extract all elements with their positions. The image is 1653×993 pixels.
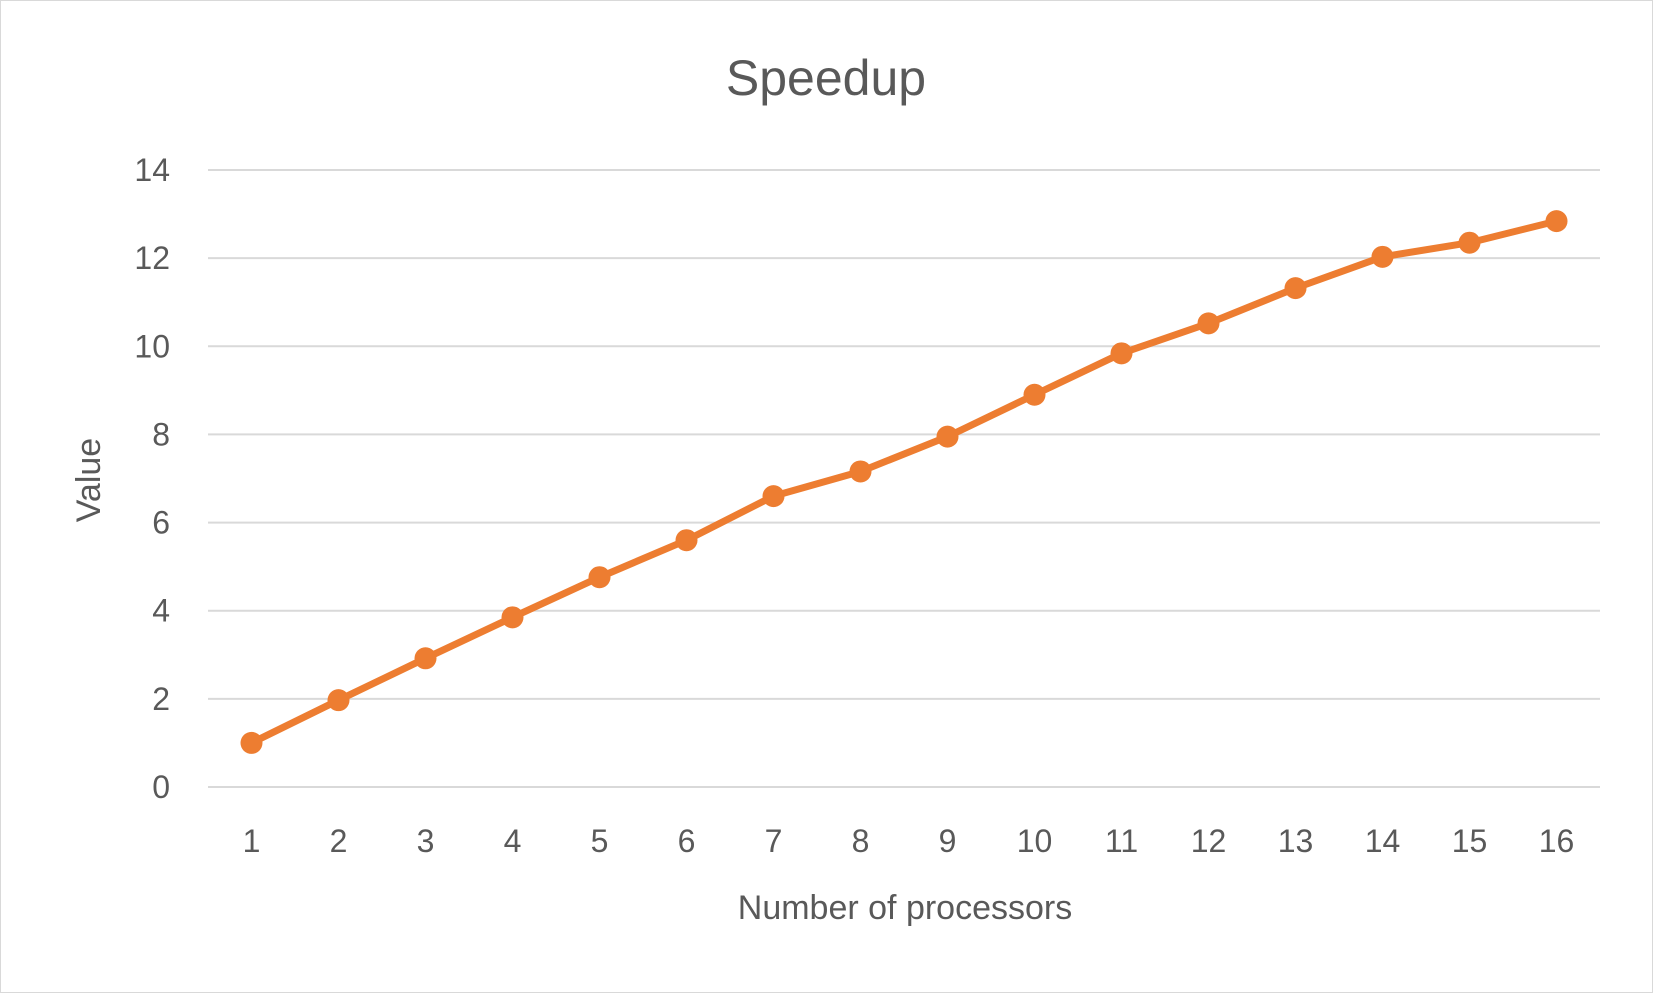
- data-point-2: [327, 689, 350, 712]
- x-tick-label: 4: [504, 823, 522, 859]
- y-axis-title: Value: [70, 438, 108, 522]
- data-point-12: [1197, 312, 1220, 335]
- data-point-10: [1023, 383, 1046, 406]
- x-axis-title: Number of processors: [738, 889, 1072, 927]
- x-tick-label: 5: [591, 823, 609, 859]
- y-tick-label: 14: [134, 152, 170, 188]
- data-point-3: [414, 647, 437, 670]
- x-tick-label: 8: [852, 823, 870, 859]
- y-tick-label: 4: [152, 593, 170, 629]
- x-tick-label: 11: [1105, 823, 1138, 859]
- data-point-5: [588, 566, 611, 589]
- y-tick-label: 10: [134, 328, 170, 364]
- y-tick-label: 6: [152, 505, 170, 541]
- x-tick-label: 3: [417, 823, 435, 859]
- data-point-15: [1458, 231, 1481, 254]
- series-line: [248, 217, 1560, 747]
- x-tick-label: 14: [1365, 823, 1401, 859]
- x-tick-label: 6: [678, 823, 696, 859]
- y-axis-ticks: 0 2 4 6 8 10 12 14: [134, 152, 170, 805]
- data-point-16: [1545, 210, 1568, 233]
- y-tick-label: 8: [152, 416, 170, 452]
- y-tick-label: 2: [152, 681, 170, 717]
- chart-title: Speedup: [726, 50, 926, 106]
- y-tick-label: 0: [152, 769, 170, 805]
- x-tick-label: 12: [1191, 823, 1227, 859]
- data-point-6: [675, 529, 698, 552]
- x-tick-label: 2: [330, 823, 348, 859]
- data-point-13: [1284, 277, 1307, 300]
- data-point-14: [1371, 245, 1394, 268]
- data-point-8: [849, 460, 872, 483]
- x-tick-label: 15: [1452, 823, 1488, 859]
- x-tick-label: 7: [765, 823, 783, 859]
- data-point-4: [501, 606, 524, 629]
- gridlines: [208, 169, 1600, 788]
- x-axis-ticks: 1 2 3 4 5 6 7 8 9 10 11 12 13 14 15 16: [243, 823, 1575, 859]
- x-tick-label: 16: [1539, 823, 1575, 859]
- x-tick-label: 10: [1017, 823, 1053, 859]
- data-point-1: [240, 731, 263, 754]
- data-point-9: [936, 425, 959, 448]
- data-point-7: [762, 485, 785, 508]
- x-tick-label: 13: [1278, 823, 1314, 859]
- data-point-11: [1110, 342, 1133, 365]
- x-tick-label: 1: [243, 823, 261, 859]
- y-tick-label: 12: [134, 240, 170, 276]
- x-tick-label: 9: [939, 823, 957, 859]
- series-layer: [240, 210, 1568, 754]
